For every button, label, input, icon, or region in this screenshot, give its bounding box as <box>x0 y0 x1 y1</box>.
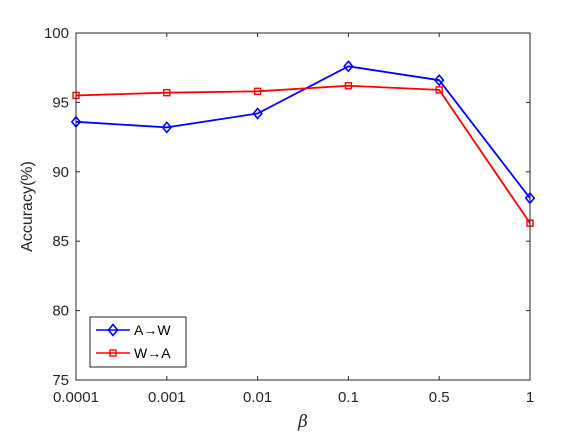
y-tick-label: 100 <box>44 25 69 42</box>
data-point-w-to-a <box>344 82 353 90</box>
legend-marker-a-to-w <box>107 323 119 337</box>
series-line-w-to-a <box>75 84 531 224</box>
plot-frame <box>75 32 531 381</box>
data-point-w-to-a <box>163 88 171 97</box>
series-line-a-to-w <box>75 65 531 199</box>
x-tick-label: 0.01 <box>243 389 272 406</box>
data-point-a-to-w <box>161 121 173 134</box>
y-tick-label: 90 <box>52 164 69 181</box>
y-tick-label: 85 <box>52 233 69 250</box>
x-tick-label: 0.5 <box>429 389 450 406</box>
ticks-layer: 0.0001 0.001 0.01 0.1 0.5 1 75 80 85 90 95 100 <box>44 25 534 406</box>
y-tick-label: 80 <box>52 303 69 320</box>
legend-label-a-to-w: A→W <box>134 322 171 338</box>
data-point-w-to-a <box>253 87 262 95</box>
legend-label-w-to-a: W→A <box>134 345 171 361</box>
data-point-w-to-a <box>435 86 443 94</box>
data-point-a-to-w <box>343 60 354 73</box>
x-tick-label: 0.0001 <box>53 389 99 406</box>
y-tick-label: 75 <box>52 372 69 389</box>
legend-box <box>89 316 187 368</box>
x-tick-label: 0.1 <box>338 389 359 406</box>
x-tick-label: 0.001 <box>148 389 186 406</box>
x-tick-label: 1 <box>526 389 534 406</box>
data-point-a-to-w <box>252 107 263 120</box>
y-tick-label: 95 <box>52 94 69 111</box>
x-axis-title: β <box>297 412 308 432</box>
y-axis-title: Accuracy(%) <box>19 161 36 252</box>
data-point-a-to-w <box>433 73 445 87</box>
legend-marker-w-to-a <box>109 349 117 357</box>
legend: A→W W→A <box>89 316 187 368</box>
